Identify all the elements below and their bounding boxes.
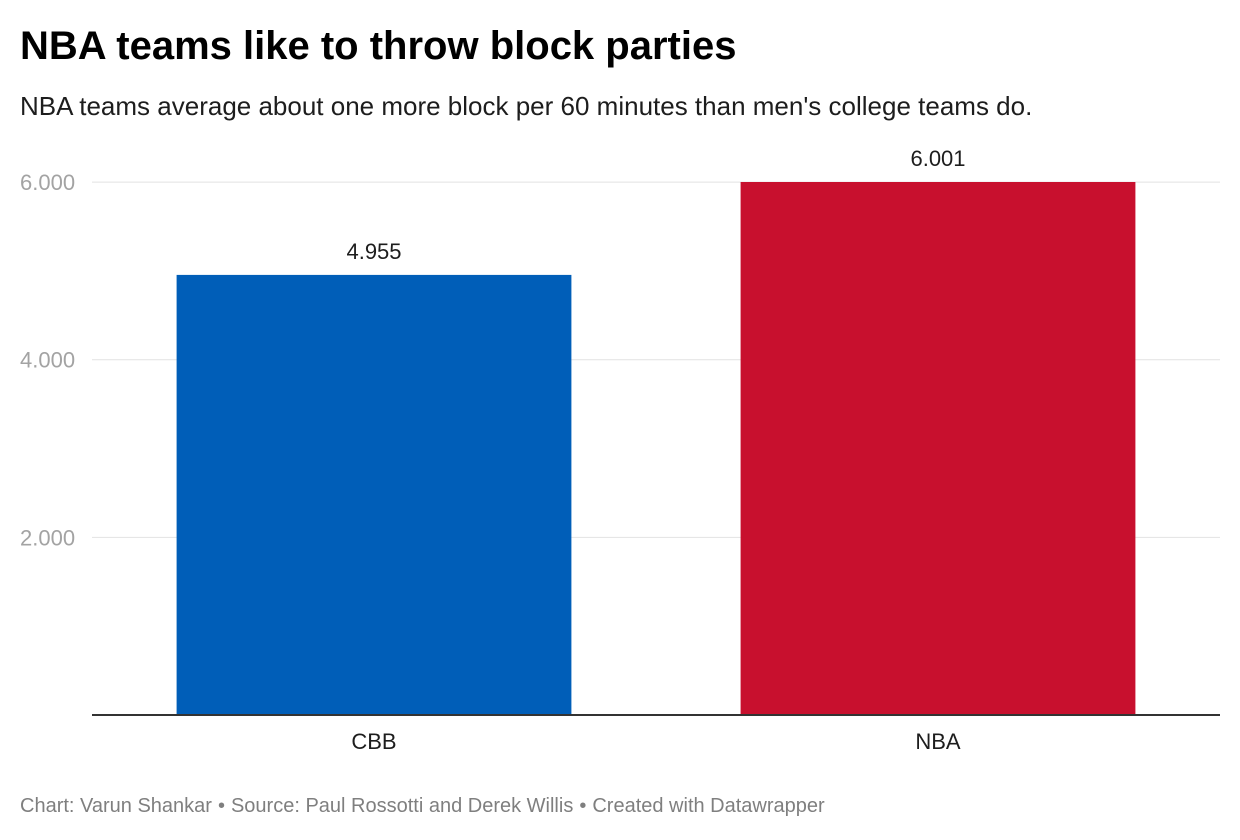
y-tick-label: 4.000 (20, 348, 75, 373)
bar-chart: 2.000 4.000 6.000 4.955 CBB 6.001 NBA (20, 146, 1220, 754)
bar-value-label: 4.955 (346, 239, 401, 264)
chart-subtitle: NBA teams average about one more block p… (20, 91, 1033, 121)
footer-separator: • (579, 795, 587, 817)
bar-value-label: 6.001 (910, 146, 965, 171)
chart-footer: Chart: Varun Shankar • Source: Paul Rossot… (20, 792, 825, 820)
chart-title: NBA teams like to throw block parties (20, 24, 737, 68)
x-tick-label: NBA (915, 729, 961, 754)
footer-separator: • (217, 795, 225, 817)
source-credit: Source: Paul Rossotti and Derek Willis (230, 795, 574, 817)
chart-credit: Chart: Varun Shankar (20, 795, 212, 817)
bar-cbb (176, 274, 572, 715)
x-tick-label: CBB (351, 729, 396, 754)
tool-credit: Created with Datawrapper (592, 795, 825, 817)
y-tick-label: 2.000 (20, 525, 75, 550)
bar-nba (740, 182, 1136, 715)
y-tick-label: 6.000 (20, 170, 75, 195)
